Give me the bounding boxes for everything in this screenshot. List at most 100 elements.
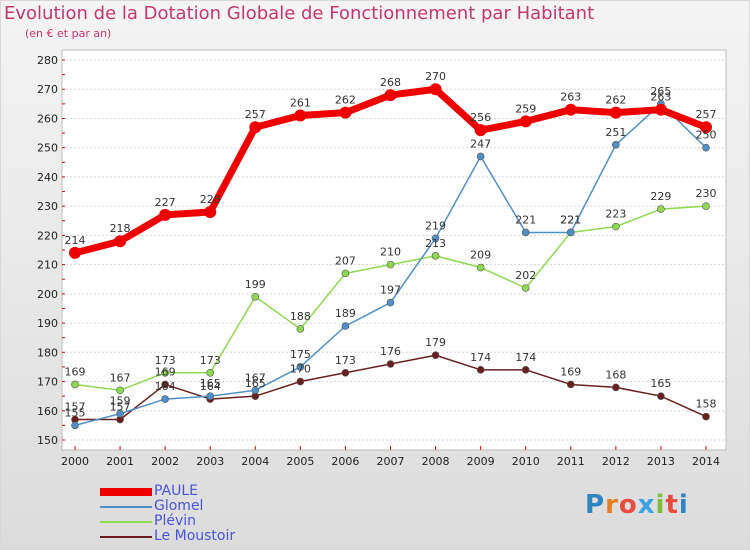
data-point [341,368,350,377]
data-label: 221 [560,213,581,226]
data-label: 219 [425,219,446,232]
x-tick-label: 2011 [557,455,585,468]
data-point [161,395,169,403]
y-tick-label: 220 [37,229,58,242]
x-tick-label: 2007 [377,455,405,468]
data-point [566,380,575,389]
data-point [114,235,127,248]
data-label: 170 [290,363,311,376]
data-label: 165 [650,377,671,390]
data-point [249,121,262,134]
data-label: 230 [696,187,717,200]
data-label: 250 [696,129,717,142]
data-label: 157 [110,401,131,414]
y-tick-label: 190 [37,317,58,330]
data-label: 251 [605,126,626,139]
x-tick-label: 2002 [151,455,179,468]
data-label: 169 [155,365,176,378]
x-tick-label: 2005 [286,455,314,468]
y-tick-label: 210 [37,259,58,272]
data-point [521,228,530,237]
y-tick-label: 260 [37,112,58,125]
data-label: 174 [470,351,491,364]
data-point [612,383,620,392]
data-label: 169 [65,365,86,378]
data-label: 197 [380,284,401,297]
logo-letter: i [678,490,689,520]
data-point [71,380,79,389]
y-tick-label: 160 [37,405,58,418]
y-tick-label: 200 [37,288,58,301]
data-point [476,152,485,161]
data-point [161,380,169,389]
data-point [702,143,710,152]
data-point [251,386,260,395]
data-point [341,269,350,278]
data-point [609,106,622,119]
data-point [296,377,305,386]
data-label: 157 [65,401,86,414]
logo-letter: x [637,490,656,520]
data-label: 263 [650,91,671,104]
legend-swatch [100,521,152,523]
x-tick-label: 2008 [422,455,450,468]
data-label: 209 [470,249,491,262]
data-label: 164 [200,380,221,393]
data-label: 256 [470,111,491,124]
data-point [116,386,124,395]
data-point [566,228,575,237]
data-point [476,366,485,374]
x-tick-label: 2010 [512,455,540,468]
data-point [294,109,307,122]
data-point [474,124,487,137]
legend-swatch [100,488,152,496]
x-tick-label: 2014 [692,455,720,468]
data-point [206,368,215,377]
data-label: 221 [560,213,581,226]
data-label: 174 [515,351,536,364]
legend-label: PAULE [154,483,199,499]
data-point [612,140,620,149]
data-label: 165 [245,377,266,390]
y-tick-label: 250 [37,142,58,155]
data-label: 261 [290,97,311,110]
data-point [654,103,667,116]
data-point [161,368,169,377]
y-tick-label: 150 [37,434,58,447]
data-label: 155 [65,406,86,419]
x-tick-label: 2006 [331,455,359,468]
data-label: 189 [335,307,356,320]
y-tick-label: 170 [37,376,58,389]
data-label: 262 [335,94,356,107]
logo-letter: o [618,490,638,520]
x-tick-label: 2009 [467,455,495,468]
data-label: 259 [515,102,536,115]
data-label: 263 [560,91,581,104]
data-point [476,263,485,272]
data-label: 223 [605,208,626,221]
data-point [386,298,395,307]
x-tick-label: 2003 [196,455,224,468]
x-tick-label: 2012 [602,455,630,468]
data-point [159,208,172,221]
data-label: 176 [380,345,401,358]
data-label: 228 [200,193,221,206]
data-label: 167 [245,371,266,384]
data-label: 214 [65,234,86,247]
data-point [657,392,665,400]
y-tick-label: 230 [37,200,58,213]
data-label: 268 [380,76,401,89]
data-point [519,115,532,128]
data-label: 159 [110,395,131,408]
data-label: 188 [290,310,311,323]
data-label: 169 [560,365,581,378]
legend-label: Le Moustoir [154,528,236,544]
data-point [700,121,712,134]
data-label: 207 [335,254,356,267]
data-label: 213 [425,237,446,250]
data-label: 179 [425,336,446,349]
data-label: 257 [245,108,266,121]
data-label: 210 [380,246,401,259]
data-point [341,322,350,330]
